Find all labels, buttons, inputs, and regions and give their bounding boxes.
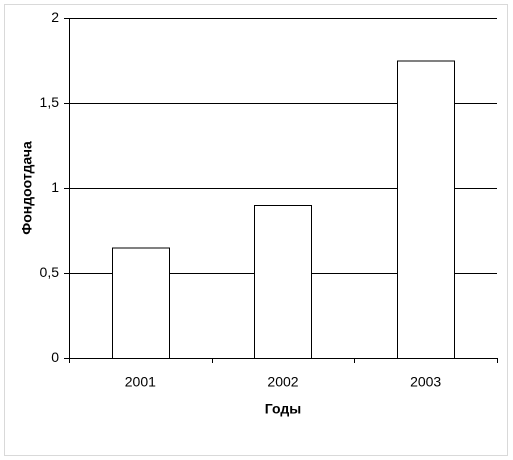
y-axis-title: Фондоотдача bbox=[19, 141, 35, 235]
bar bbox=[254, 205, 312, 359]
y-tick-label: 2 bbox=[51, 9, 59, 25]
x-tick-label: 2002 bbox=[267, 374, 298, 390]
y-tick-label: 1,5 bbox=[40, 94, 60, 110]
x-tick-label: 2001 bbox=[125, 374, 156, 390]
y-tick-label: 1 bbox=[51, 179, 59, 195]
y-tick-label: 0,5 bbox=[40, 264, 60, 280]
y-tick-label: 0 bbox=[51, 349, 59, 365]
x-axis-title: Годы bbox=[265, 401, 301, 417]
bar bbox=[397, 60, 455, 359]
x-tick-label: 2003 bbox=[410, 374, 441, 390]
bar bbox=[112, 247, 170, 359]
